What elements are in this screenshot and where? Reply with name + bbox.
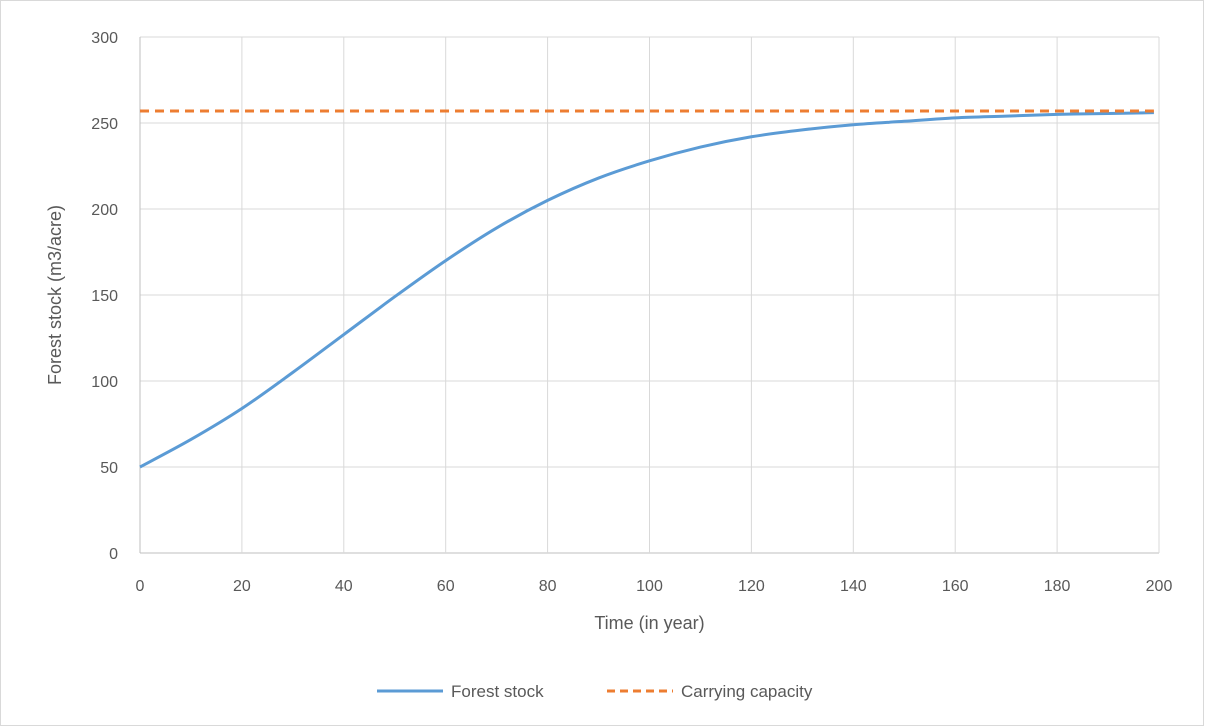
x-tick-label: 40 xyxy=(335,578,353,595)
legend-label: Carrying capacity xyxy=(681,682,813,701)
y-tick-label: 200 xyxy=(91,202,118,219)
y-tick-label: 250 xyxy=(91,116,118,133)
legend-label: Forest stock xyxy=(451,682,544,701)
x-tick-label: 140 xyxy=(840,578,867,595)
y-tick-label: 0 xyxy=(109,546,118,563)
y-axis-ticks: 0 50 100 150 200 250 300 xyxy=(91,30,118,563)
x-tick-label: 180 xyxy=(1044,578,1071,595)
x-tick-label: 200 xyxy=(1146,578,1173,595)
x-tick-label: 100 xyxy=(636,578,663,595)
x-tick-label: 80 xyxy=(539,578,557,595)
x-axis-ticks: 0 20 40 60 80 100 120 140 160 180 200 xyxy=(136,578,1173,595)
y-tick-label: 100 xyxy=(91,374,118,391)
legend: Forest stock Carrying capacity xyxy=(377,682,813,701)
x-tick-label: 160 xyxy=(942,578,969,595)
y-tick-label: 300 xyxy=(91,30,118,47)
y-tick-label: 150 xyxy=(91,288,118,305)
y-tick-label: 50 xyxy=(100,460,118,477)
x-tick-label: 60 xyxy=(437,578,455,595)
gridlines xyxy=(139,36,1160,554)
series-line-1 xyxy=(139,111,1154,469)
x-tick-label: 0 xyxy=(136,578,145,595)
series-lines xyxy=(139,109,1154,469)
x-tick-label: 20 xyxy=(233,578,251,595)
x-tick-label: 120 xyxy=(738,578,765,595)
x-axis-title: Time (in year) xyxy=(594,613,704,633)
y-axis-title: Forest stock (m3/acre) xyxy=(45,205,65,385)
